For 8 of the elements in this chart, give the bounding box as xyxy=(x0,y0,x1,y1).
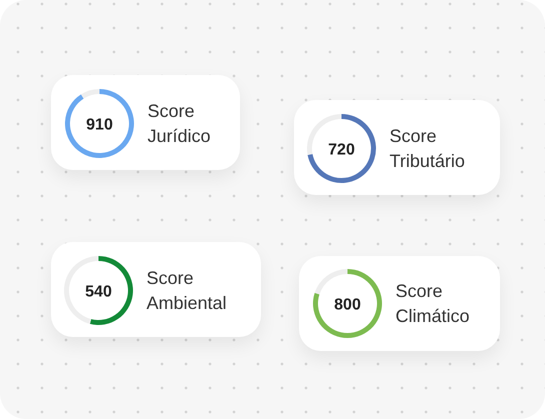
data-label: 540 xyxy=(85,284,112,300)
card: 720 Score Tributário xyxy=(294,100,500,195)
card: 800 Score Climático xyxy=(299,256,500,351)
card: 540 Score Ambiental xyxy=(51,242,261,337)
data-label: 910 xyxy=(86,116,113,134)
data-label: 800 xyxy=(334,296,361,314)
card: 910 Score Jurídico xyxy=(51,75,240,170)
data-label: 720 xyxy=(328,142,355,158)
